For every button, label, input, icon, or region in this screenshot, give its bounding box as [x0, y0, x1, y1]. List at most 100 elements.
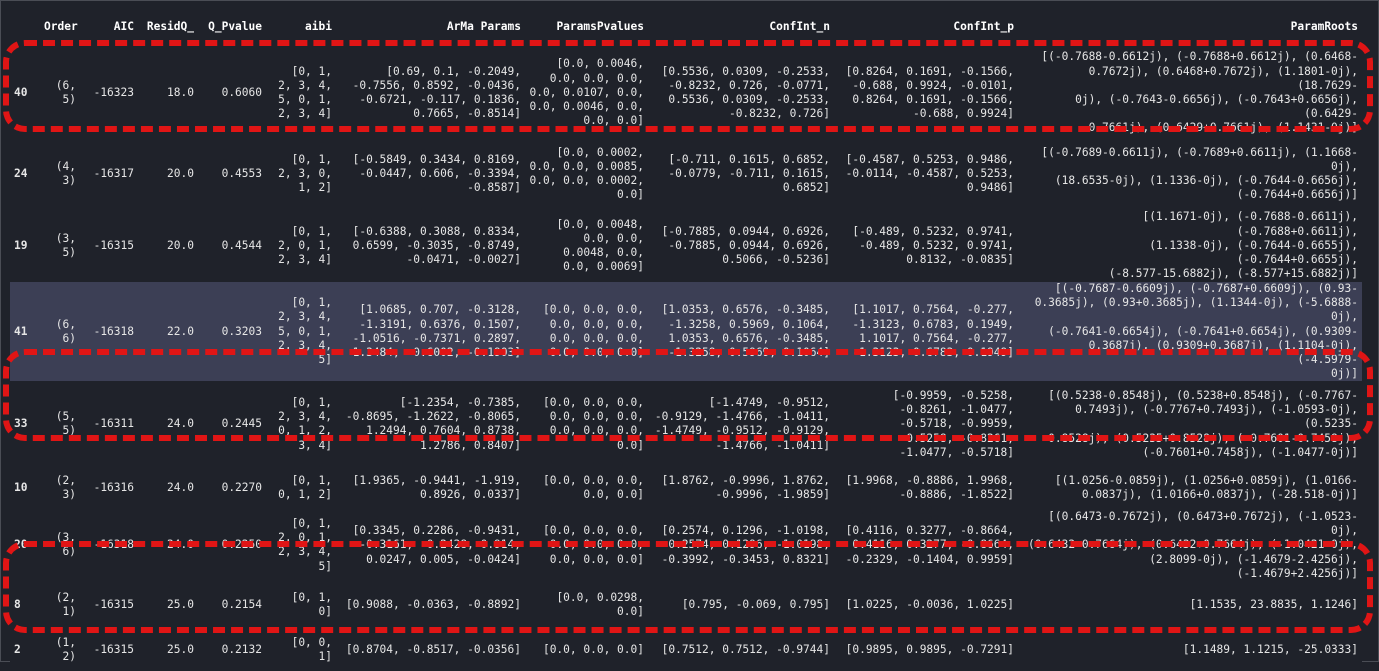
results-table: Order AIC ResidQ_ Q_Pvalue aibi ArMa Par… [10, 12, 1362, 671]
residq-cell: 25.0 [167, 598, 194, 612]
confint-n-cell: [1.8762, -0.9996, 1.8762, -0.9996, -1.98… [661, 474, 830, 502]
residq-cell: 20.0 [167, 238, 194, 252]
table-row-highlighted: 41 (6, 6) -16318 22.0 0.3203 [0, 1, 2, 3… [10, 282, 1362, 382]
order-cell: (6, 5) [55, 78, 76, 106]
aibi-cell: [0, 0, 1] [291, 636, 332, 664]
residq-cell: 18.0 [167, 85, 194, 99]
aic-cell: -16318 [93, 538, 134, 552]
order-cell: (2, 3) [55, 474, 76, 502]
residq-cell: 24.0 [167, 417, 194, 431]
aibi-cell: [0, 1, 2, 3, 4, 5, 0, 1, 2, 3, 4, 5] [278, 296, 332, 367]
confint-n-cell: [1.0353, 0.6576, -0.3485, -1.3258, 0.596… [661, 303, 830, 359]
q-pvalue-cell: 0.2132 [221, 643, 262, 657]
table-row: 2 (1, 2) -16315 25.0 0.2132 [0, 0, 1] [0… [10, 629, 1362, 671]
arma-params-cell: [-0.5849, 0.3434, 0.8169, -0.0447, 0.606… [352, 152, 521, 195]
row-index: 19 [14, 238, 28, 252]
arma-params-cell: [1.9365, -0.9441, -1.919, 0.8926, 0.0337… [352, 474, 521, 502]
table-body: 40 (6, 5) -16323 18.0 0.6060 [0, 1, 2, 3… [10, 48, 1362, 671]
order-header: Order [44, 20, 78, 33]
arma-params-header: ArMa Params [446, 20, 521, 33]
arma-params-cell: [0.3345, 0.2286, -0.9431, -0.3161, -0.24… [352, 524, 521, 566]
param-roots-header: ParamRoots [1290, 20, 1358, 33]
params-pvalues-cell: [0.0, 0.0002, 0.0, 0.0, 0.0085, 0.0, 0.0… [529, 145, 644, 202]
aic-cell: -16315 [93, 238, 134, 252]
aibi-cell: [0, 1, 2, 0, 1, 2, 3, 4, 5] [278, 517, 332, 573]
confint-p-cell: [0.9895, 0.9895, -0.7291] [845, 643, 1014, 657]
confint-n-cell: [0.5536, 0.0309, -0.2533, -0.8232, 0.726… [661, 64, 830, 121]
param-roots-cell: [(-0.7689-0.6611j), (-0.7689+0.6611j), (… [1041, 145, 1358, 202]
arma-params-cell: [-0.6388, 0.3088, 0.8334, 0.6599, -0.303… [352, 224, 521, 267]
table-row: 24 (4, 3) -16317 20.0 0.4553 [0, 1, 2, 3… [10, 138, 1362, 210]
order-cell: (3, 5) [55, 231, 76, 259]
q-pvalue-cell: 0.2445 [221, 417, 262, 431]
q-pvalue-cell: 0.4544 [221, 238, 262, 252]
confint-p-header: ConfInt_p [953, 20, 1014, 33]
row-index: 33 [14, 417, 28, 431]
confint-n-header: ConfInt_n [769, 20, 830, 33]
confint-p-cell: [0.4116, 0.3277, -0.8664, 0.4116, 0.3277… [845, 524, 1014, 566]
arma-params-cell: [0.69, 0.1, -0.2049, -0.7556, 0.8592, -0… [352, 64, 521, 121]
q-pvalue-cell: 0.2154 [221, 598, 262, 612]
confint-p-cell: [-0.9959, -0.5258, -0.8261, -1.0477, -0.… [892, 388, 1014, 459]
table-row: 19 (3, 5) -16315 20.0 0.4544 [0, 1, 2, 0… [10, 210, 1362, 282]
aibi-cell: [0, 1, 0] [291, 591, 332, 619]
aic-cell: -16311 [93, 417, 134, 431]
params-pvalues-cell: [0.0, 0.0, 0.0, 0.0, 0.0] [542, 474, 644, 502]
table-row: 40 (6, 5) -16323 18.0 0.6060 [0, 1, 2, 3… [10, 48, 1362, 138]
table-row: 8 (2, 1) -16315 25.0 0.2154 [0, 1, 0] [0… [10, 581, 1362, 630]
table-row: 33 (5, 5) -16311 24.0 0.2445 [0, 1, 2, 3… [10, 381, 1362, 468]
confint-n-cell: [0.2574, 0.1296, -1.0198, 0.2574, 0.1296… [661, 524, 830, 566]
residq-cell: 24.0 [167, 538, 194, 552]
params-pvalues-cell: [0.0, 0.0048, 0.0, 0.0, 0.0048, 0.0, 0.0… [556, 217, 644, 274]
residq-cell: 25.0 [167, 643, 194, 657]
row-index: 20 [14, 538, 28, 552]
params-pvalues-cell: [0.0, 0.0298, 0.0] [556, 591, 644, 619]
q-pvalue-cell: 0.2270 [221, 481, 262, 495]
residq-cell: 22.0 [167, 324, 194, 338]
aibi-header: aibi [305, 20, 332, 33]
params-pvalues-header: ParamsPvalues [556, 20, 644, 33]
aibi-cell: [0, 1, 2, 3, 4, 0, 1, 2, 3, 4] [278, 396, 332, 452]
confint-n-cell: [0.7512, 0.7512, -0.9744] [661, 643, 830, 657]
params-pvalues-cell: [0.0, 0.0046, 0.0, 0.0, 0.0, 0.0, 0.0107… [529, 57, 644, 128]
row-index: 2 [14, 643, 21, 657]
residq-cell: 24.0 [167, 481, 194, 495]
confint-p-cell: [-0.4587, 0.5253, 0.9486, -0.0114, -0.45… [845, 152, 1014, 195]
aic-cell: -16316 [93, 481, 134, 495]
params-pvalues-cell: [0.0, 0.0, 0.0, 0.0, 0.0, 0.0, 0.0, 0.0,… [542, 524, 644, 566]
residq-header: ResidQ_ [146, 20, 194, 33]
header-row: Order AIC ResidQ_ Q_Pvalue aibi ArMa Par… [10, 12, 1362, 48]
confint-n-cell: [-0.711, 0.1615, 0.6852, -0.0779, -0.711… [668, 152, 830, 195]
order-cell: (1, 2) [55, 636, 76, 664]
arma-params-cell: [0.8704, -0.8517, -0.0356] [345, 643, 521, 657]
param-roots-cell: [(-0.7688-0.6612j), (-0.7688+0.6612j), (… [1041, 50, 1358, 135]
order-cell: (2, 1) [55, 591, 76, 619]
aic-cell: -16317 [93, 166, 134, 180]
arma-params-cell: [-1.2354, -0.7385, -0.8695, -1.2622, -0.… [345, 396, 521, 452]
aic-header: AIC [113, 20, 134, 33]
table-row: 20 (3, 6) -16318 24.0 0.2250 [0, 1, 2, 0… [10, 509, 1362, 582]
row-index: 41 [14, 324, 28, 338]
param-roots-cell: [(0.5238-0.8548j), (0.5238+0.8548j), (-0… [1048, 388, 1358, 459]
order-cell: (4, 3) [55, 159, 76, 187]
confint-p-cell: [1.1017, 0.7564, -0.277, -1.3123, 0.6783… [852, 303, 1014, 359]
param-roots-cell: [(-0.7687-0.6609j), (-0.7687+0.6609j), (… [1034, 282, 1358, 381]
residq-cell: 20.0 [167, 166, 194, 180]
aic-cell: -16318 [93, 324, 134, 338]
aibi-cell: [0, 1, 2, 3, 0, 1, 2] [278, 152, 332, 195]
param-roots-cell: [(1.1671-0j), (-0.7688-0.6611j), (-0.768… [1108, 210, 1358, 281]
confint-p-cell: [1.9968, -0.8886, 1.9968, -0.8886, -1.85… [845, 474, 1014, 502]
row-index: 8 [14, 598, 21, 612]
q-pvalue-cell: 0.4553 [221, 166, 262, 180]
q-pvalue-cell: 0.6060 [221, 85, 262, 99]
q-pvalue-cell: 0.3203 [221, 324, 262, 338]
index-header [10, 12, 40, 48]
aic-cell: -16315 [93, 598, 134, 612]
order-cell: (5, 5) [55, 410, 76, 438]
row-index: 10 [14, 481, 28, 495]
confint-p-cell: [0.8264, 0.1691, -0.1566, -0.688, 0.9924… [845, 64, 1014, 121]
table-row: 10 (2, 3) -16316 24.0 0.2270 [0, 1, 0, 1… [10, 467, 1362, 510]
params-pvalues-cell: [0.0, 0.0, 0.0, 0.0, 0.0, 0.0, 0.0, 0.0,… [542, 303, 644, 359]
aibi-cell: [0, 1, 0, 1, 2] [278, 474, 332, 502]
row-index: 40 [14, 85, 28, 99]
